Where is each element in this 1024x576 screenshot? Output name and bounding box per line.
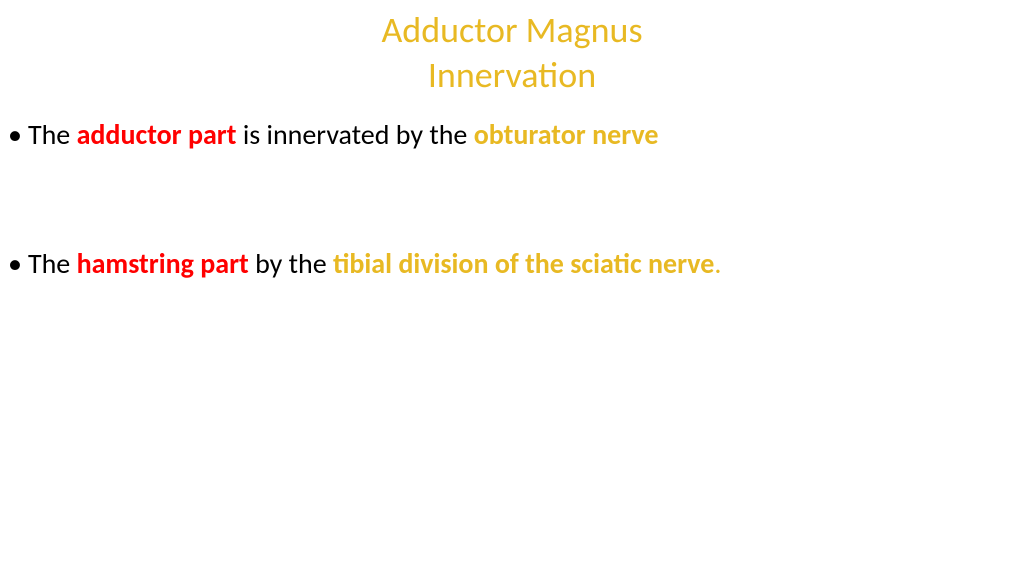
text-segment: is innervated by the [243,117,474,152]
bullet-item-2: • The hamstring part by the tibial divis… [8,247,1024,281]
bullet-text-1: The adductor part is innervated by the o… [28,118,659,152]
bullet-item-1: • The adductor part is innervated by the… [8,118,1024,152]
text-segment: by the [255,246,333,281]
title-line-1: Adductor Magnus [0,8,1024,53]
title-line-2: Innervation [0,53,1024,98]
text-segment: The [28,246,77,281]
slide-title: Adductor Magnus Innervation [0,0,1024,98]
text-segment: tibial division of the sciatic nerve [333,246,714,281]
text-segment: adductor part [77,117,243,152]
text-segment: The [28,117,77,152]
bullet-list: • The adductor part is innervated by the… [0,118,1024,280]
bullet-marker: • [8,247,22,281]
text-segment: hamstring part [77,246,256,281]
text-segment: obturator nerve [474,117,659,152]
bullet-text-2: The hamstring part by the tibial divisio… [28,247,722,281]
text-segment: . [714,246,721,281]
bullet-marker: • [8,118,22,152]
